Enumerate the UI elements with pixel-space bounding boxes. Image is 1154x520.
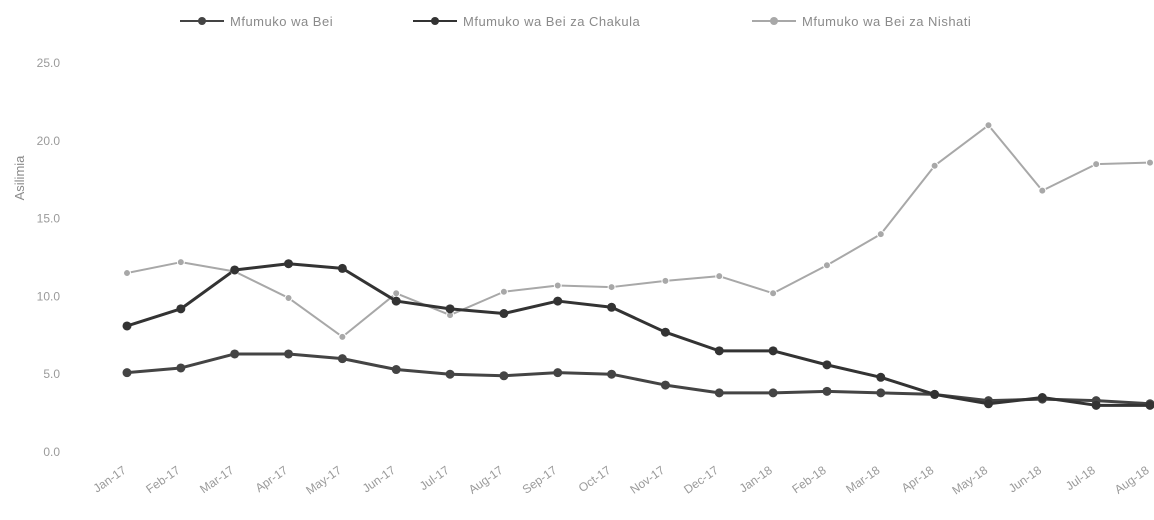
data-point — [715, 346, 724, 355]
data-point — [338, 264, 347, 273]
data-point — [284, 259, 293, 268]
data-point — [823, 262, 830, 269]
data-point — [500, 288, 507, 295]
data-point — [1147, 159, 1154, 166]
data-point — [553, 297, 562, 306]
y-tick-label: 10.0 — [37, 289, 61, 303]
x-tick-label: Nov-17 — [627, 463, 667, 497]
data-point — [661, 328, 670, 337]
data-point — [662, 277, 669, 284]
x-tick-label: Jan-17 — [91, 463, 129, 496]
legend-item: Mfumuko wa Bei za Nishati — [752, 14, 971, 29]
data-point — [661, 381, 670, 390]
x-axis-ticks: Jan-17 Feb-17 Mar-17 Apr-17 May-17 Jun-17 Jul-… — [91, 463, 1152, 498]
legend-label: Mfumuko wa Bei za Nishati — [802, 14, 971, 29]
y-tick-label: 20.0 — [37, 134, 61, 148]
series-line — [127, 125, 1150, 337]
data-point — [876, 373, 885, 382]
x-tick-label: May-17 — [303, 463, 344, 498]
data-point — [176, 304, 185, 313]
x-tick-label: Jan-18 — [737, 463, 775, 496]
y-tick-label: 15.0 — [37, 212, 61, 226]
y-tick-label: 5.0 — [43, 367, 60, 381]
y-axis-ticks: 0.0 5.0 10.0 15.0 20.0 25.0 — [37, 56, 61, 459]
data-point — [985, 122, 992, 129]
y-tick-label: 0.0 — [43, 445, 60, 459]
data-point — [446, 304, 455, 313]
data-point — [1092, 401, 1101, 410]
data-point — [553, 368, 562, 377]
data-point — [123, 368, 132, 377]
x-tick-label: Dec-17 — [681, 463, 721, 497]
x-tick-label: Oct-17 — [576, 463, 614, 495]
x-tick-label: Jun-18 — [1006, 463, 1044, 496]
data-point — [392, 297, 401, 306]
data-point — [930, 390, 939, 399]
data-point — [499, 371, 508, 380]
legend-swatch-marker — [198, 17, 206, 25]
legend: Mfumuko wa Bei Mfumuko wa Bei za Chakula M… — [180, 14, 971, 29]
data-point — [607, 370, 616, 379]
legend-swatch-marker — [431, 17, 439, 25]
data-point — [554, 282, 561, 289]
x-tick-label: Jul-18 — [1063, 463, 1098, 493]
legend-item: Mfumuko wa Bei za Chakula — [413, 14, 641, 29]
data-point — [770, 290, 777, 297]
data-point — [876, 388, 885, 397]
x-tick-label: Aug-17 — [466, 463, 506, 497]
data-point — [1038, 393, 1047, 402]
data-point — [499, 309, 508, 318]
data-point — [715, 388, 724, 397]
x-tick-label: Mar-17 — [197, 463, 236, 496]
x-tick-label: May-18 — [949, 463, 990, 498]
data-point — [392, 365, 401, 374]
data-point — [822, 387, 831, 396]
data-point — [123, 321, 132, 330]
data-point — [608, 284, 615, 291]
x-tick-label: Apr-17 — [253, 463, 291, 495]
data-point — [284, 349, 293, 358]
y-tick-label: 25.0 — [37, 56, 61, 70]
data-point — [769, 346, 778, 355]
data-point — [931, 162, 938, 169]
x-tick-label: Mar-18 — [843, 463, 882, 496]
data-point — [769, 388, 778, 397]
data-point — [176, 363, 185, 372]
series-line — [127, 264, 1150, 406]
data-point — [339, 333, 346, 340]
x-tick-label: Feb-18 — [789, 463, 828, 496]
series-line — [127, 354, 1150, 404]
data-point — [338, 354, 347, 363]
x-tick-label: Jul-17 — [417, 463, 452, 493]
data-point — [393, 290, 400, 297]
legend-label: Mfumuko wa Bei za Chakula — [463, 14, 641, 29]
legend-swatch-marker — [770, 17, 778, 25]
x-tick-label: Feb-17 — [143, 463, 182, 496]
data-point — [446, 370, 455, 379]
data-point — [716, 273, 723, 280]
data-point — [230, 265, 239, 274]
data-point — [1039, 187, 1046, 194]
data-point — [177, 259, 184, 266]
data-point — [230, 349, 239, 358]
legend-item: Mfumuko wa Bei — [180, 14, 333, 29]
data-point — [285, 294, 292, 301]
data-point — [984, 399, 993, 408]
data-point — [822, 360, 831, 369]
y-axis-label: Asilimia — [12, 155, 27, 201]
series-lines — [127, 125, 1150, 405]
data-point — [1093, 161, 1100, 168]
data-point — [124, 270, 131, 277]
x-tick-label: Apr-18 — [899, 463, 937, 495]
legend-label: Mfumuko wa Bei — [230, 14, 333, 29]
data-point — [877, 231, 884, 238]
x-tick-label: Sep-17 — [520, 463, 560, 497]
x-tick-label: Aug-18 — [1112, 463, 1152, 497]
x-tick-label: Jun-17 — [360, 463, 398, 496]
data-point — [607, 303, 616, 312]
